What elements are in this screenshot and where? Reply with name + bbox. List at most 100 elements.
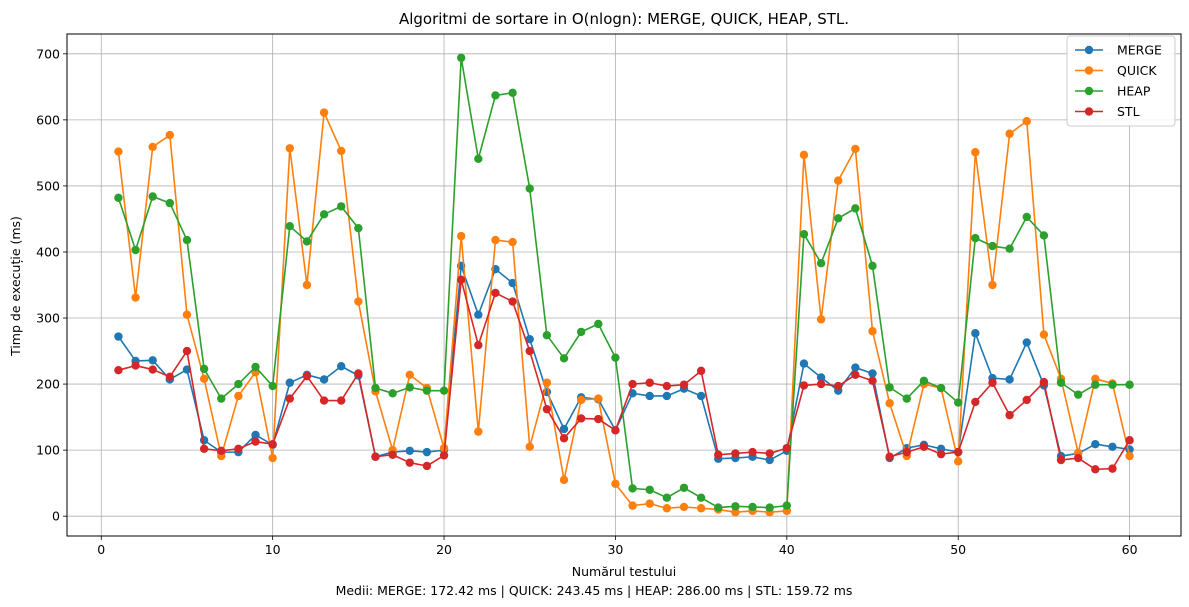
data-point <box>902 394 911 403</box>
data-point <box>885 452 894 461</box>
data-point <box>799 229 809 239</box>
data-point <box>936 383 946 393</box>
data-point <box>662 493 672 502</box>
data-point <box>285 378 294 387</box>
data-point <box>525 184 534 193</box>
data-point <box>508 237 517 247</box>
x-tick-label: 30 <box>607 542 623 557</box>
data-point <box>371 383 380 393</box>
data-point <box>182 346 192 356</box>
data-point <box>199 364 209 374</box>
y-tick-label: 700 <box>36 46 60 61</box>
data-point <box>542 404 552 414</box>
data-point <box>954 398 963 407</box>
data-point <box>1005 129 1014 138</box>
data-point <box>919 442 929 452</box>
data-point <box>114 332 123 341</box>
data-point <box>199 444 209 454</box>
data-point <box>1022 395 1031 405</box>
legend-item-heap: HEAP <box>1075 84 1151 99</box>
data-point <box>799 359 809 368</box>
data-point <box>1108 380 1117 389</box>
data-point <box>1056 455 1066 465</box>
data-point <box>1039 377 1049 387</box>
data-point <box>611 426 620 435</box>
data-point <box>148 192 157 201</box>
data-point <box>628 379 637 389</box>
data-point <box>988 280 997 290</box>
data-point <box>217 394 226 403</box>
data-point <box>628 501 637 510</box>
data-point <box>148 365 157 374</box>
data-point <box>234 444 243 454</box>
data-point <box>131 245 140 255</box>
x-tick-label: 50 <box>950 542 966 557</box>
data-point <box>422 447 432 457</box>
data-point <box>954 457 963 466</box>
data-point <box>645 391 654 401</box>
data-point <box>182 235 192 245</box>
y-axis-label: Timp de execuție (ms) <box>8 216 23 357</box>
series-line-stl <box>118 278 1131 471</box>
data-point <box>1091 374 1100 383</box>
data-point <box>576 395 586 405</box>
series-line-merge <box>117 265 1130 461</box>
data-point <box>988 378 997 387</box>
x-tick-label: 0 <box>97 542 105 557</box>
legend-marker <box>1084 86 1094 96</box>
data-point <box>799 150 809 160</box>
data-point <box>988 241 997 251</box>
data-point <box>1125 436 1134 445</box>
data-point <box>542 331 552 340</box>
data-point <box>971 397 980 407</box>
data-point <box>834 214 843 223</box>
data-point <box>234 391 243 401</box>
legend: MERGE QUICK HEAP STL <box>1066 35 1176 127</box>
data-point <box>165 130 175 140</box>
data-point <box>525 346 534 356</box>
data-point <box>302 371 312 381</box>
data-point <box>1125 380 1134 389</box>
y-tick-label: 100 <box>36 443 60 458</box>
data-point <box>816 373 826 382</box>
data-point <box>559 434 569 443</box>
y-tick-label: 500 <box>36 178 60 193</box>
data-point <box>114 366 123 375</box>
series-stl <box>114 275 1134 474</box>
data-point <box>868 376 877 385</box>
data-point <box>491 91 500 100</box>
x-tick-label: 60 <box>1122 542 1138 557</box>
data-point <box>696 493 706 502</box>
data-point <box>559 424 569 434</box>
data-point <box>834 176 843 185</box>
data-point <box>902 447 911 457</box>
data-point <box>696 391 706 401</box>
legend-marker <box>1084 107 1094 116</box>
series-heap <box>114 53 1134 512</box>
data-point <box>456 53 466 62</box>
data-point <box>474 310 483 319</box>
data-point <box>594 394 603 403</box>
data-point <box>731 502 740 511</box>
data-point <box>131 293 140 302</box>
y-tick-label: 200 <box>36 377 60 392</box>
data-point <box>1022 338 1031 347</box>
y-tick-label: 300 <box>36 311 60 326</box>
data-point <box>337 202 346 211</box>
data-point <box>662 391 672 401</box>
data-point <box>816 315 826 324</box>
data-point <box>971 329 980 338</box>
legend-label: MERGE <box>1117 43 1162 58</box>
data-point <box>1091 380 1100 389</box>
y-tick-label: 600 <box>36 112 60 127</box>
data-point <box>337 396 346 405</box>
legend-label: QUICK <box>1117 63 1157 78</box>
x-axis-label: Numărul testului <box>572 564 676 579</box>
legend-label: HEAP <box>1117 84 1151 99</box>
chart-title: Algoritmi de sortare in O(nlogn): MERGE,… <box>399 10 849 28</box>
data-point <box>971 148 980 157</box>
legend-item-stl: STL <box>1075 104 1140 119</box>
data-point <box>1091 465 1100 474</box>
